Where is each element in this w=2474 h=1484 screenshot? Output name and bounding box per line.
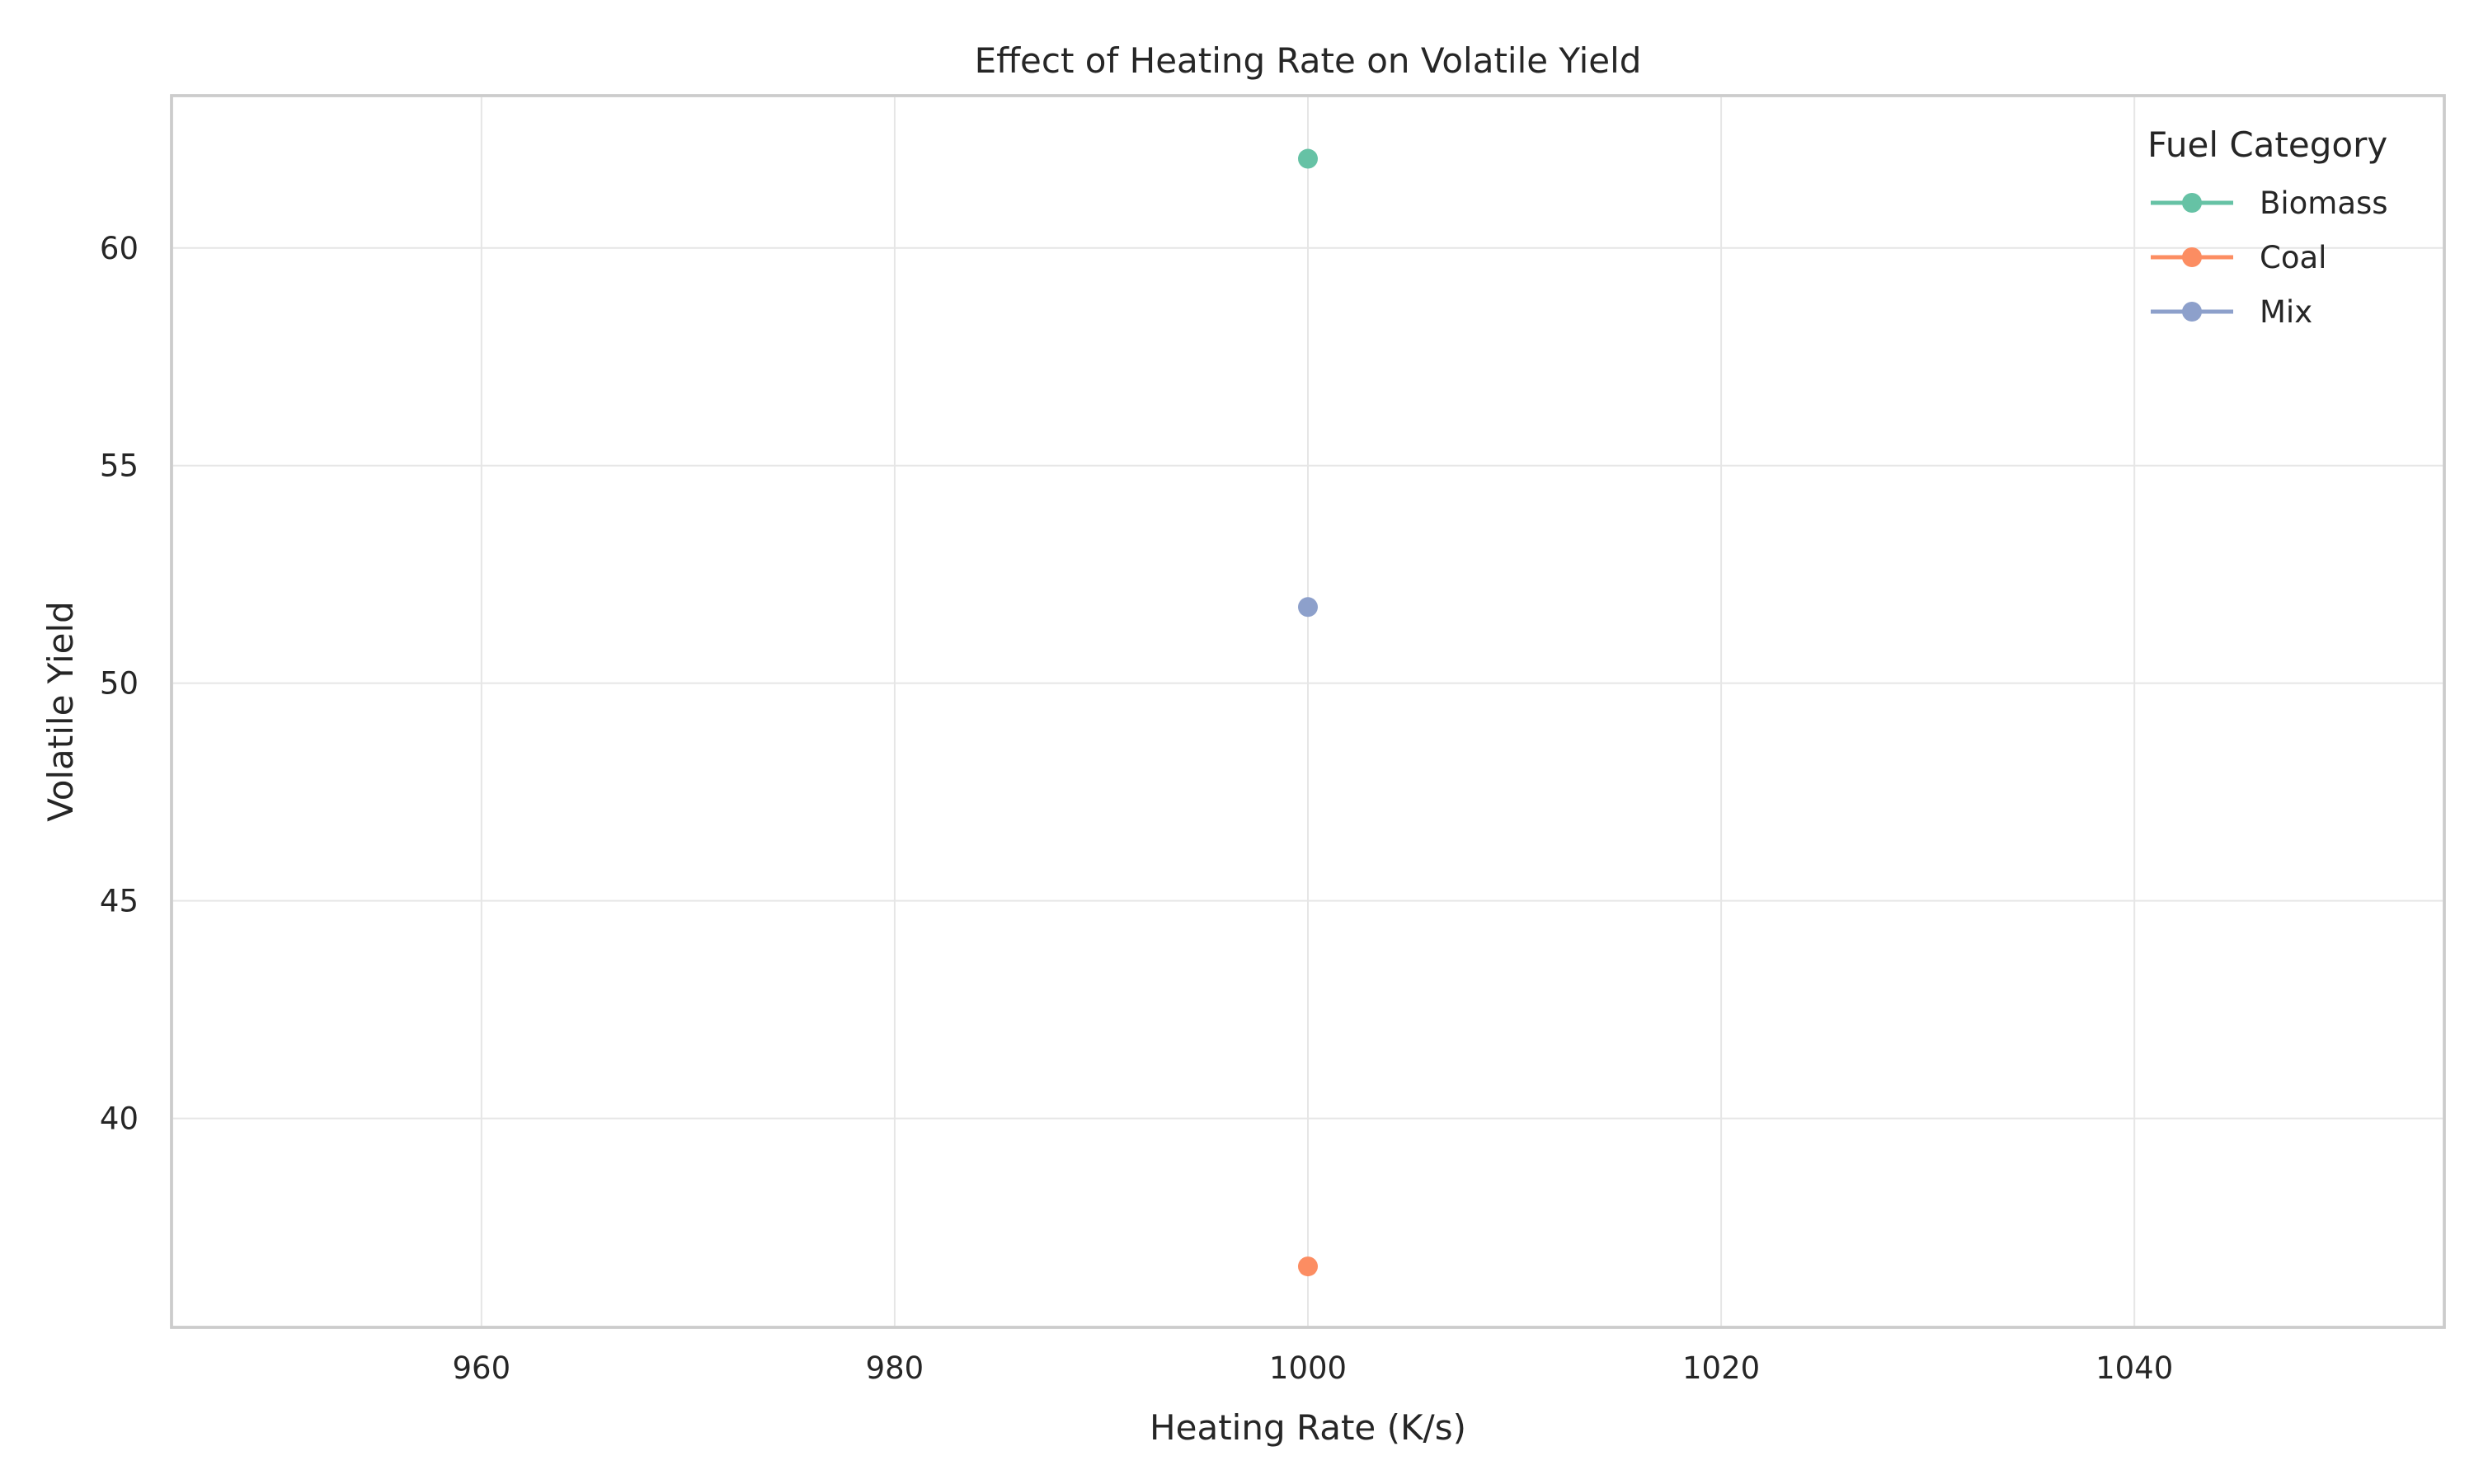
x-tick-label: 1040 (2095, 1350, 2173, 1386)
x-tick-label: 960 (453, 1350, 511, 1386)
y-axis-ticks: 40 45 50 55 60 (100, 231, 139, 1137)
series-biomass (1298, 148, 1318, 169)
legend: Fuel Category Biomass Coal Mix (2147, 124, 2388, 330)
x-axis-ticks: 960 980 1000 1020 1040 (453, 1350, 2174, 1386)
legend-label-mix: Mix (2260, 294, 2312, 330)
series-coal (1298, 1256, 1318, 1277)
x-axis-label: Heating Rate (K/s) (1150, 1407, 1466, 1448)
y-tick-label: 45 (100, 884, 139, 919)
x-tick-label: 1000 (1269, 1350, 1347, 1386)
y-tick-label: 40 (100, 1101, 139, 1137)
data-point-biomass (1298, 148, 1318, 169)
chart-title: Effect of Heating Rate on Volatile Yield (975, 40, 1642, 81)
legend-title: Fuel Category (2147, 124, 2387, 165)
data-point-mix (1298, 597, 1318, 618)
x-tick-label: 1020 (1682, 1350, 1760, 1386)
legend-item-mix: Mix (2151, 294, 2312, 330)
y-tick-label: 55 (100, 448, 139, 484)
legend-item-biomass: Biomass (2151, 186, 2388, 221)
y-tick-label: 60 (100, 231, 139, 266)
legend-marker-coal (2182, 247, 2202, 267)
x-tick-label: 980 (866, 1350, 924, 1386)
series-layer (1298, 148, 1318, 1277)
y-axis-label: Volatile Yield (40, 601, 81, 822)
y-tick-label: 50 (100, 666, 139, 702)
legend-label-coal: Coal (2260, 240, 2326, 275)
plot-border (170, 94, 2446, 1329)
legend-marker-biomass (2182, 193, 2202, 213)
legend-label-biomass: Biomass (2260, 186, 2388, 221)
series-mix (1298, 597, 1318, 618)
legend-items: Biomass Coal Mix (2151, 186, 2388, 330)
data-point-coal (1298, 1256, 1318, 1277)
legend-marker-mix (2182, 302, 2202, 322)
legend-item-coal: Coal (2151, 240, 2326, 275)
grid (172, 96, 2444, 1327)
